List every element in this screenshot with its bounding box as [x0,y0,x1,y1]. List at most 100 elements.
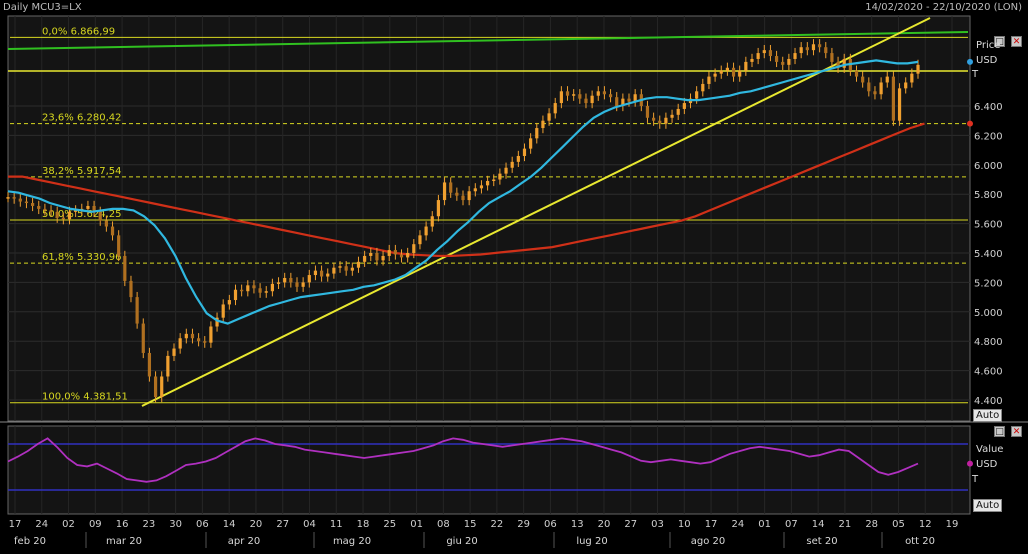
x-tick-label: 08 [437,519,450,530]
candle-body [412,244,416,253]
candle-body [430,216,434,227]
candle-body [805,47,809,51]
candle-body [602,91,607,95]
x-tick-label: 16 [116,519,129,530]
candle-body [24,201,29,204]
month-label: apr 20 [228,536,261,547]
uptrend-line [141,17,931,407]
candle-body [731,67,736,77]
candle-body [485,180,490,186]
price-panel-frame [7,15,971,422]
x-tick-label: 05 [892,519,905,530]
maximize-price-panel-button[interactable]: □ [994,36,1005,47]
candle-body [879,82,883,95]
candle-body [522,148,527,156]
candle-body [18,198,22,202]
candle-body [565,91,570,96]
maximize-indicator-panel-button[interactable]: □ [994,426,1005,437]
candle-body [135,297,139,324]
x-tick-label: 24 [731,519,744,530]
x-tick-label: 06 [196,519,209,530]
x-tick-label: 23 [142,519,155,530]
x-tick-label: 06 [544,519,557,530]
candle-body [910,73,914,83]
indicator-auto-button[interactable]: Auto [973,499,1003,512]
month-label: ago 20 [691,536,726,547]
candle-body [406,253,410,258]
long-average-marker-dot [967,120,973,127]
candle-body [61,217,65,220]
close-indicator-panel-button[interactable]: ✕ [1011,426,1022,437]
candle-body [658,120,662,124]
candle-body [461,195,465,201]
candle-body [178,338,182,349]
candle-body [695,91,699,99]
candle-body [725,67,729,71]
candle-body [738,70,742,77]
candle-body [572,94,576,96]
candle-body [787,58,791,65]
candle-body [510,161,514,168]
candle-body [449,182,453,193]
candle-body [535,128,539,139]
candle-body [307,275,311,283]
candle-body [547,113,551,121]
candle-body [897,88,902,121]
candle-body [184,333,188,339]
month-label: ott 20 [905,536,935,547]
x-tick-label: 28 [865,519,878,530]
oscillator-line [7,437,919,483]
candle-body [467,191,471,201]
price-t-label: T [972,69,979,80]
candle-body [37,205,41,209]
close-price-panel-button[interactable]: ✕ [1011,36,1022,47]
indicator-panel-frame [7,425,971,515]
candle-body [350,267,354,271]
candle-body [393,250,397,255]
candle-body [369,253,373,256]
candle-body [319,270,324,277]
candle-body [645,106,650,118]
candle-body [904,82,908,89]
candle-body [141,323,145,353]
candle-body [49,210,53,212]
candle-body [356,261,361,268]
candle-body [203,341,207,343]
candle-body [92,205,96,212]
candle-body [289,277,293,283]
candle-body [682,103,686,109]
candle-body [123,255,127,281]
candle-body [258,288,262,293]
candle-body [578,94,582,99]
candle-body [701,83,705,92]
x-tick-label: 27 [276,519,289,530]
candle-body [608,94,613,98]
candle-body [854,70,859,77]
candle-body [442,182,447,201]
fib-level-label: 23,6% 6.280,42 [42,113,121,124]
candle-body [153,376,158,398]
candle-body [326,273,330,277]
candle-body [811,44,816,51]
candle-body [873,91,877,95]
candle-body [30,203,35,206]
x-tick-label: 29 [517,519,530,530]
x-tick-label: 25 [383,519,396,530]
month-label: set 20 [806,536,837,547]
green-trend-line [7,31,969,50]
candle-body [240,289,244,292]
candle-body [836,61,840,68]
y-tick-label: 5.800 [974,190,1003,201]
y-tick-label: 4.400 [974,396,1003,407]
candle-body [473,188,477,192]
x-tick-label: 11 [330,519,343,530]
candle-body [283,277,287,283]
candle-body [436,200,441,217]
price-marker-dot [967,58,973,65]
candle-body [332,267,336,274]
candle-body [160,376,164,398]
price-currency-label: USD [976,55,998,66]
x-tick-label: 04 [303,519,316,530]
y-tick-label: 4.800 [974,337,1003,348]
